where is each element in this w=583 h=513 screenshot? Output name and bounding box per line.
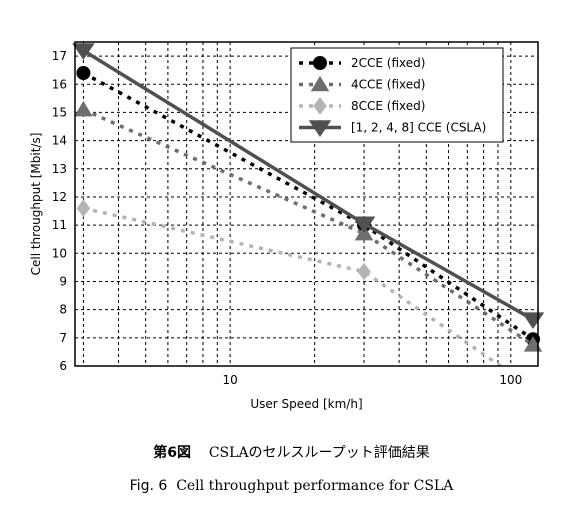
y-tick-label: 7 <box>59 331 67 345</box>
y-tick-label: 16 <box>52 77 67 91</box>
series-line <box>83 206 504 366</box>
caption-en-text: Cell throughput performance for CSLA <box>176 478 454 494</box>
legend-swatch-marker <box>310 75 330 92</box>
y-tick-label: 13 <box>52 162 67 176</box>
legend-label: 4CCE (fixed) <box>351 78 425 92</box>
caption-en-number: Fig. 6 <box>129 478 168 494</box>
y-tick-label: 15 <box>52 105 67 119</box>
tick-labels: 6 7 8 9 10 11 12 13 14 15 16 17 10 100 <box>52 49 523 387</box>
legend-label: 2CCE (fixed) <box>351 56 425 70</box>
grid <box>75 42 538 367</box>
data-point <box>76 199 91 218</box>
data-point <box>72 43 95 60</box>
legend-item: 4CCE (fixed) <box>299 75 425 92</box>
legend: 2CCE (fixed) 4CCE (fixed) 8CCE (fixed) [1, … <box>290 47 504 143</box>
legend-swatch-marker <box>313 56 327 70</box>
legend-swatch-marker <box>313 97 327 115</box>
caption-jp-text: CSLAのセルスループット評価結果 <box>208 445 430 461</box>
y-axis-label: Cell throughput [Mbit/s] <box>29 133 43 276</box>
caption-japanese: 第6図 CSLAのセルスループット評価結果 <box>0 442 583 462</box>
legend-label: [1, 2, 4, 8] CCE (CSLA) <box>351 121 486 135</box>
x-tick-label: 100 <box>499 373 522 387</box>
data-point <box>76 65 91 80</box>
data-point <box>352 216 376 234</box>
caption-english: Fig. 6 Cell throughput performance for C… <box>0 478 583 494</box>
y-tick-label: 10 <box>52 246 67 260</box>
plot-frame <box>74 41 539 367</box>
series <box>72 43 545 366</box>
series-3 <box>76 199 504 366</box>
y-tick-label: 8 <box>59 303 67 317</box>
legend-item: 8CCE (fixed) <box>299 97 425 115</box>
legend-item: 2CCE (fixed) <box>299 56 425 70</box>
series-4 <box>72 43 545 329</box>
data-point <box>357 262 371 281</box>
legend-label: 8CCE (fixed) <box>351 99 425 113</box>
throughput-chart: 6 7 8 9 10 11 12 13 14 15 16 17 10 100 User Speed [km… <box>29 41 545 411</box>
data-point <box>74 100 93 117</box>
data-point <box>521 312 545 329</box>
y-tick-label: 11 <box>52 218 67 232</box>
y-tick-label: 17 <box>52 49 67 63</box>
y-tick-label: 9 <box>59 274 67 288</box>
y-tick-label: 6 <box>59 359 67 373</box>
x-axis-label: User Speed [km/h] <box>250 397 362 411</box>
legend-swatch-marker <box>308 120 332 137</box>
y-tick-label: 12 <box>52 190 67 204</box>
series-line <box>82 107 534 347</box>
caption-jp-number: 第6図 <box>153 445 192 461</box>
x-tick-label: 10 <box>223 373 238 387</box>
y-tick-label: 14 <box>52 134 67 148</box>
legend-item: [1, 2, 4, 8] CCE (CSLA) <box>299 120 486 137</box>
